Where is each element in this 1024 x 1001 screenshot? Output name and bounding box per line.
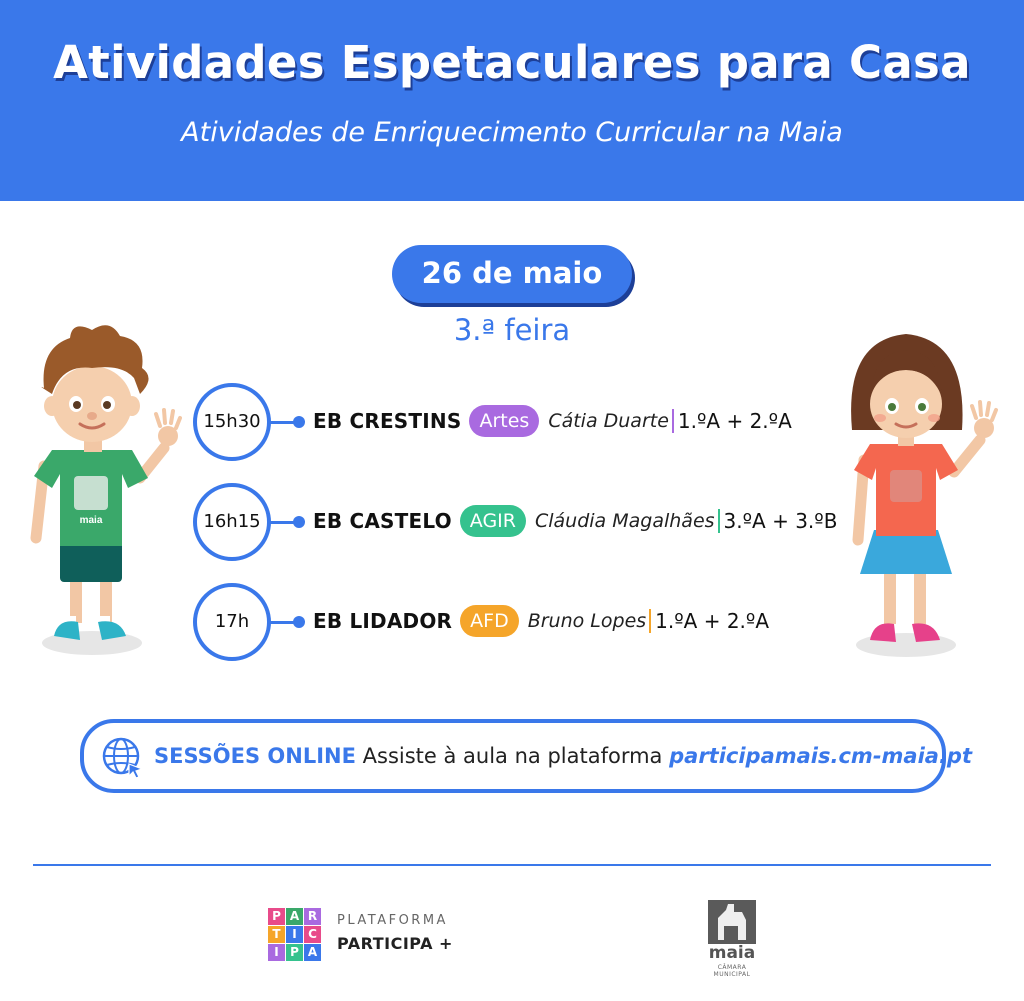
- svg-text:maia: maia: [80, 515, 103, 526]
- online-description: Assiste à aula na plataforma: [362, 744, 663, 768]
- page-subtitle: Atividades de Enriquecimento Curricular …: [181, 117, 843, 148]
- session-details: EB CRESTINS Artes Cátia Duarte 1.ºA + 2.…: [313, 401, 792, 441]
- logo-cell: P: [268, 908, 285, 925]
- globe-cursor-icon: [102, 737, 144, 779]
- platform-label: PLATAFORMA: [337, 913, 448, 928]
- girl-illustration: [851, 334, 998, 657]
- connector-line: [269, 621, 297, 624]
- logo-cell: A: [304, 944, 321, 961]
- logo-cell: P: [286, 944, 303, 961]
- activity-tag: AFD: [460, 605, 519, 637]
- connector-dot: [293, 516, 305, 528]
- maia-logo-subtitle: CÂMARA MUNICIPAL: [713, 964, 751, 978]
- session-time: 17h: [193, 583, 271, 661]
- school-name: EB CASTELO: [313, 509, 452, 533]
- logo-cell: A: [286, 908, 303, 925]
- maia-logo: [708, 900, 756, 944]
- platform-name: PARTICIPA +: [337, 934, 453, 953]
- maia-emblem-icon: [718, 904, 746, 940]
- separator: [649, 609, 652, 633]
- logo-cell: I: [268, 944, 285, 961]
- school-name: EB CRESTINS: [313, 409, 462, 433]
- date-badge: 26 de maio: [392, 245, 632, 303]
- teacher-name: Bruno Lopes: [527, 610, 647, 632]
- teacher-name: Cláudia Magalhães: [534, 510, 715, 532]
- separator: [671, 409, 674, 433]
- school-name: EB LIDADOR: [313, 609, 453, 633]
- online-sessions-text: SESSÕES ONLINE Assiste à aula na platafo…: [154, 723, 972, 789]
- logo-cell: R: [304, 908, 321, 925]
- session-details: EB LIDADOR AFD Bruno Lopes 1.ºA + 2.ºA: [313, 601, 769, 641]
- session-time: 16h15: [193, 483, 271, 561]
- activity-tag: Artes: [469, 405, 540, 437]
- teacher-name: Cátia Duarte: [548, 410, 669, 432]
- boy-illustration: maia: [30, 325, 182, 655]
- class-list: 1.ºA + 2.ºA: [677, 409, 792, 433]
- maia-logo-word: maia: [708, 943, 756, 963]
- platform-link[interactable]: participamais.cm-maia.pt: [669, 744, 972, 768]
- online-sessions-banner: SESSÕES ONLINE Assiste à aula na platafo…: [80, 719, 972, 793]
- participa-logo: P A R T I C I P A: [268, 908, 321, 961]
- logo-cell: I: [286, 926, 303, 943]
- class-list: 1.ºA + 2.ºA: [655, 609, 770, 633]
- header-banner: Atividades Espetaculares para Casa Ativi…: [0, 0, 1024, 201]
- page-title: Atividades Espetaculares para Casa: [53, 36, 971, 89]
- connector-line: [269, 521, 297, 524]
- connector-dot: [293, 416, 305, 428]
- separator: [717, 509, 720, 533]
- connector-dot: [293, 616, 305, 628]
- weekday-label: 3.ª feira: [453, 313, 571, 347]
- online-label: SESSÕES ONLINE: [154, 744, 356, 768]
- footer-divider: [33, 864, 991, 866]
- session-details: EB CASTELO AGIR Cláudia Magalhães 3.ºA +…: [313, 501, 837, 541]
- logo-cell: T: [268, 926, 285, 943]
- logo-cell: C: [304, 926, 321, 943]
- connector-line: [269, 421, 297, 424]
- activity-tag: AGIR: [459, 505, 526, 537]
- class-list: 3.ºA + 3.ºB: [723, 509, 838, 533]
- session-time: 15h30: [193, 383, 271, 461]
